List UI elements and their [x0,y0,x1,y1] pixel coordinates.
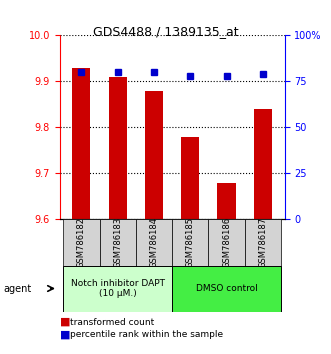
Bar [109,77,127,219]
FancyBboxPatch shape [136,219,172,266]
Text: GSM786182: GSM786182 [77,217,86,268]
Bar [217,183,236,219]
Bar [181,137,199,219]
Bar [72,68,90,219]
Text: percentile rank within the sample: percentile rank within the sample [70,330,223,339]
Text: DMSO control: DMSO control [196,284,258,293]
FancyBboxPatch shape [172,219,209,266]
FancyBboxPatch shape [63,219,100,266]
Text: ■: ■ [60,330,70,339]
FancyBboxPatch shape [100,219,136,266]
FancyBboxPatch shape [63,266,172,312]
Text: agent: agent [3,284,31,293]
Text: GSM786187: GSM786187 [259,217,267,268]
Text: ■: ■ [60,317,70,327]
FancyBboxPatch shape [209,219,245,266]
Bar [145,91,163,219]
FancyBboxPatch shape [172,266,281,312]
Text: Notch inhibitor DAPT
(10 μM.): Notch inhibitor DAPT (10 μM.) [71,279,165,298]
FancyBboxPatch shape [245,219,281,266]
Text: GDS4488 / 1389135_at: GDS4488 / 1389135_at [93,25,238,38]
Text: GSM786184: GSM786184 [150,217,159,268]
Bar [254,109,272,219]
Text: GSM786186: GSM786186 [222,217,231,268]
Text: GSM786185: GSM786185 [186,217,195,268]
Text: GSM786183: GSM786183 [113,217,122,268]
Text: transformed count: transformed count [70,318,154,327]
